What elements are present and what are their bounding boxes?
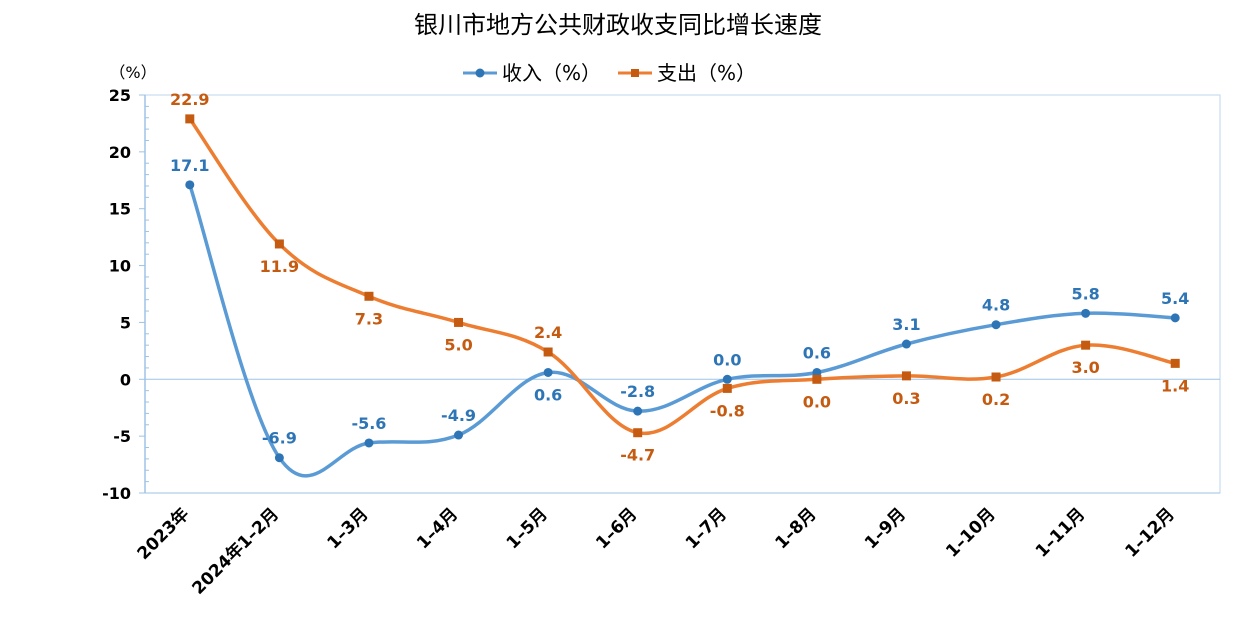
- data-label-expenditure: 11.9: [260, 257, 299, 276]
- data-point-income: [1081, 308, 1091, 318]
- legend-item-expenditure[interactable]: 支出（%）: [618, 61, 756, 85]
- data-point-income: [364, 438, 374, 448]
- data-point-expenditure: [185, 114, 195, 124]
- x-tick-label: 1–5月: [503, 504, 552, 553]
- data-label-expenditure: 22.9: [170, 90, 209, 109]
- x-tick-label: 1–4月: [413, 504, 462, 553]
- data-label-income: 4.8: [982, 296, 1010, 315]
- data-point-expenditure: [633, 428, 643, 438]
- data-label-income: 5.4: [1161, 289, 1189, 308]
- data-point-income: [543, 367, 553, 377]
- data-label-layer: 17.1 -6.9 -5.6 -4.9 0.6 -2.8 0.0 0.6 3.1 4.8 5.8 5.…: [170, 90, 1189, 465]
- data-label-expenditure: 1.4: [1161, 376, 1189, 395]
- data-point-expenditure: [274, 239, 284, 249]
- data-label-expenditure: 3.0: [1071, 358, 1099, 377]
- data-point-income: [901, 339, 911, 349]
- data-point-expenditure: [991, 372, 1001, 382]
- data-point-expenditure: [454, 317, 464, 327]
- plot-area-border: [144, 94, 1221, 494]
- x-tick-label: 1–6月: [592, 504, 641, 553]
- legend: 收入（%） 支出（%）: [463, 61, 756, 85]
- legend-swatch-expenditure-marker: [631, 69, 639, 77]
- data-label-expenditure: 0.0: [803, 392, 831, 411]
- data-label-expenditure: -4.7: [620, 446, 655, 465]
- data-point-income: [1170, 313, 1180, 323]
- y-tick-label: 20: [109, 143, 131, 162]
- data-label-expenditure: 5.0: [444, 335, 472, 354]
- x-tick-label: 1–11月: [1032, 504, 1089, 561]
- x-tick-label: 1–7月: [682, 504, 731, 553]
- y-tick-label: 15: [109, 200, 131, 219]
- chart-title: 银川市地方公共财政收支同比增长速度: [414, 11, 822, 39]
- data-point-income: [722, 374, 732, 384]
- data-point-expenditure: [901, 371, 911, 381]
- data-point-expenditure: [1170, 358, 1180, 368]
- x-tick-label: 2024年1–2月: [188, 504, 283, 599]
- x-tick-label: 1–12月: [1121, 504, 1178, 561]
- data-label-income: 0.0: [713, 350, 741, 369]
- x-tick-label: 1–8月: [771, 504, 820, 553]
- x-tick-label: 1–10月: [942, 504, 999, 561]
- series-line-expenditure: [188, 117, 1177, 436]
- data-point-expenditure: [812, 374, 822, 384]
- legend-item-income[interactable]: 收入（%）: [463, 61, 601, 85]
- y-tick-label: 5: [120, 313, 131, 332]
- data-label-expenditure: 0.3: [892, 389, 920, 408]
- y-tick-label: -5: [113, 427, 131, 446]
- legend-swatch-income-marker: [475, 68, 485, 78]
- data-point-expenditure: [1081, 340, 1091, 350]
- data-label-income: -4.9: [441, 406, 476, 425]
- data-label-income: -2.8: [620, 382, 655, 401]
- data-label-income: 17.1: [170, 156, 209, 175]
- y-tick-label: 10: [109, 257, 131, 276]
- x-tick-label: 1–3月: [324, 504, 373, 553]
- x-tick-label: 2023年: [133, 504, 193, 564]
- data-point-expenditure: [364, 291, 374, 301]
- series-layer: [185, 114, 1180, 478]
- data-point-expenditure: [722, 383, 732, 393]
- data-label-expenditure: 0.2: [982, 390, 1010, 409]
- data-point-income: [633, 406, 643, 416]
- y-axis-unit: （%）: [109, 63, 156, 82]
- data-point-income: [812, 367, 822, 377]
- data-label-income: -5.6: [351, 414, 386, 433]
- data-label-expenditure: 7.3: [355, 309, 383, 328]
- legend-label-income: 收入（%）: [502, 61, 601, 85]
- series-line-income: [188, 183, 1177, 478]
- legend-label-expenditure: 支出（%）: [657, 61, 756, 85]
- data-point-income: [991, 320, 1001, 330]
- data-point-income: [185, 180, 195, 190]
- data-label-expenditure: -0.8: [710, 401, 745, 420]
- data-point-income: [274, 453, 284, 463]
- data-label-income: 3.1: [892, 315, 920, 334]
- data-label-income: -6.9: [262, 429, 297, 448]
- y-tick-label: -10: [102, 484, 131, 503]
- x-tick-label: 1–9月: [861, 504, 910, 553]
- data-point-income: [454, 430, 464, 440]
- data-point-expenditure: [543, 347, 553, 357]
- y-tick-label: 0: [120, 370, 131, 389]
- data-label-expenditure: 2.4: [534, 323, 562, 342]
- data-label-income: 0.6: [803, 343, 831, 362]
- y-tick-label: 25: [109, 86, 131, 105]
- data-label-income: 5.8: [1071, 284, 1099, 303]
- data-label-income: 0.6: [534, 385, 562, 404]
